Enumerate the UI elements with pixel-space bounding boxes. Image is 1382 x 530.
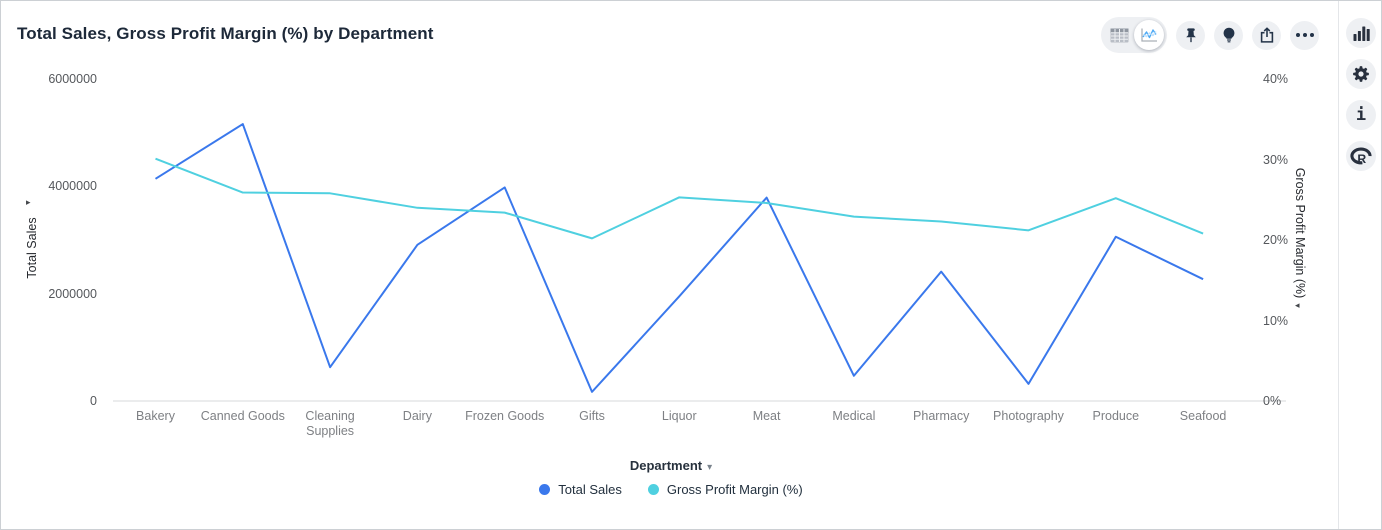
bar-chart-icon [1353, 26, 1370, 41]
r-logo-icon: R [1350, 147, 1372, 165]
table-icon [1110, 28, 1128, 42]
y-left-tick-label: 6000000 [48, 72, 97, 86]
widget-toolbar [1101, 17, 1319, 53]
y-left-tick-label: 4000000 [48, 179, 97, 194]
widget-title: Total Sales, Gross Profit Margin (%) by … [17, 24, 434, 43]
right-rail: i R [1346, 18, 1376, 171]
left-axis-collapse-icon[interactable]: ▸ [26, 197, 31, 207]
pin-icon [1185, 27, 1196, 42]
x-category-label: Liquor [661, 409, 697, 423]
line-chart-plot[interactable] [1, 1, 1341, 530]
chart-type-button[interactable] [1346, 18, 1376, 48]
info-icon: i [1355, 105, 1367, 125]
x-category-label: Seafood [1179, 409, 1227, 423]
x-axis-title: Department ▾ [1, 458, 1341, 473]
y-right-tick-label: 0% [1263, 394, 1282, 408]
y-right-tick-label: 40% [1263, 72, 1289, 86]
caret-down-icon: ▾ [707, 462, 713, 473]
x-category-label: Cleaning Supplies [305, 409, 355, 438]
gear-icon [1353, 66, 1369, 82]
x-category-label: Frozen Goods [465, 409, 545, 423]
x-category-label: Photography [993, 409, 1064, 423]
insights-button[interactable] [1214, 20, 1243, 50]
legend-label: Gross Profit Margin (%) [666, 482, 803, 497]
legend-dot [647, 484, 659, 495]
legend-dot [539, 484, 551, 495]
x-category-label: Bakery [136, 409, 175, 423]
x-category-label: Produce [1092, 409, 1140, 423]
x-category-label: Medical [832, 409, 876, 423]
y-left-tick-label: 2000000 [48, 286, 97, 301]
x-category-label: Pharmacy [913, 409, 970, 423]
series-line-gross-profit-margin-[interactable] [155, 157, 1204, 240]
right-axis-collapse-icon[interactable]: ◂ [1295, 300, 1300, 310]
y-right-tick-label: 30% [1263, 152, 1289, 167]
settings-button[interactable] [1346, 59, 1376, 89]
x-category-label: Gifts [579, 409, 605, 423]
chart-legend: Total Sales Gross Profit Margin (%) [1, 482, 1341, 497]
line-chart-icon [1141, 28, 1157, 42]
x-category-label: Dairy [402, 409, 432, 423]
chart-view-button[interactable] [1134, 20, 1164, 50]
y-right-tick-label: 10% [1263, 313, 1289, 328]
rail-divider [1338, 1, 1339, 529]
right-axis-title[interactable]: Gross Profit Margin (%) [1293, 167, 1307, 299]
ellipsis-icon [1295, 33, 1314, 37]
r-script-button[interactable]: R [1346, 141, 1376, 171]
y-left-tick-label: 0 [90, 394, 97, 408]
pin-button[interactable] [1176, 20, 1205, 50]
view-toggle [1101, 17, 1167, 53]
legend-label: Total Sales [558, 482, 622, 497]
export-button[interactable] [1252, 20, 1281, 50]
more-options-button[interactable] [1290, 20, 1319, 50]
left-axis-title[interactable]: Total Sales [25, 217, 39, 279]
x-category-label: Canned Goods [200, 409, 285, 423]
table-view-button[interactable] [1104, 20, 1134, 50]
legend-item[interactable]: Total Sales [539, 482, 622, 497]
svg-text:R: R [1357, 151, 1366, 165]
legend-item[interactable]: Gross Profit Margin (%) [647, 482, 803, 497]
share-icon [1260, 26, 1273, 43]
series-line-total-sales[interactable] [154, 123, 1204, 393]
lightbulb-icon [1223, 27, 1234, 43]
x-category-label: Meat [752, 409, 781, 423]
x-axis-title-dropdown[interactable]: Department ▾ [629, 458, 713, 473]
y-right-tick-label: 20% [1263, 233, 1289, 247]
info-button[interactable]: i [1346, 100, 1376, 130]
